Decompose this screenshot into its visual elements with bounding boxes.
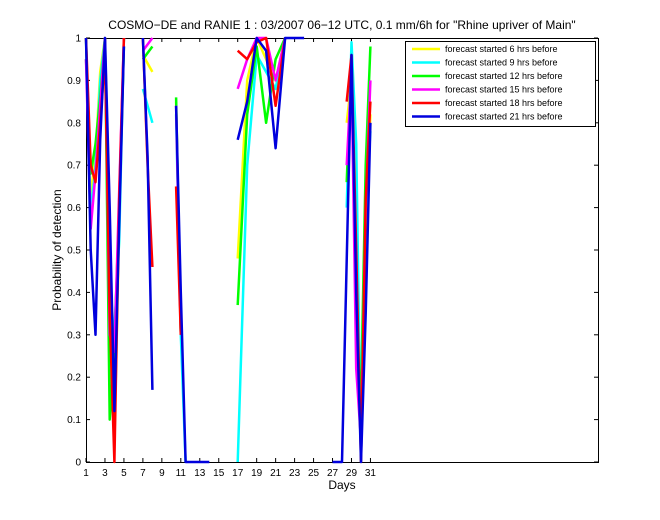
x-tick-label: 5 — [121, 468, 127, 479]
legend-label-5: forecast started 18 hrs before — [445, 98, 563, 108]
series-line-6 — [84, 36, 372, 464]
x-tick-label: 29 — [346, 468, 358, 479]
x-tick-label: 7 — [140, 468, 146, 479]
x-tick-label: 19 — [251, 468, 263, 479]
x-tick-label: 27 — [327, 468, 339, 479]
y-tick-label: 0.1 — [67, 415, 81, 426]
x-tick-label: 17 — [232, 468, 244, 479]
x-tick-label: 31 — [365, 468, 377, 479]
y-tick-label: 0.6 — [67, 203, 81, 214]
x-tick-label: 21 — [270, 468, 282, 479]
y-tick-label: 0.4 — [67, 288, 81, 299]
legend-label-4: forecast started 15 hrs before — [445, 85, 563, 95]
series-layer — [84, 36, 372, 464]
y-tick-label: 1 — [75, 34, 81, 45]
x-tick-label: 1 — [83, 468, 89, 479]
x-tick-label: 13 — [194, 468, 206, 479]
chart-title: COSMO−DE and RANIE 1 : 03/2007 06−12 UTC… — [108, 18, 575, 32]
legend-items: forecast started 6 hrs before forecast st… — [412, 44, 563, 122]
x-tick-label: 3 — [102, 468, 108, 479]
legend-box — [405, 41, 596, 127]
x-tick-label: 9 — [159, 468, 165, 479]
x-axis-label: Days — [328, 478, 355, 492]
y-axis-label: Probability of detection — [50, 189, 64, 310]
x-tick-label: 11 — [176, 468, 187, 479]
legend-label-3: forecast started 12 hrs before — [445, 71, 563, 81]
legend-label-2: forecast started 9 hrs before — [445, 58, 558, 68]
y-tick-label: 0.2 — [67, 373, 81, 384]
x-tick-label: 25 — [308, 468, 320, 479]
y-tick-label: 0.3 — [67, 330, 81, 341]
legend: forecast started 6 hrs before forecast st… — [405, 41, 596, 127]
y-tick-label: 0.5 — [67, 246, 81, 257]
y-tick-label: 0.7 — [67, 161, 81, 172]
y-tick-label: 0 — [75, 458, 81, 469]
y-axis: 0 0.1 0.2 0.3 0.4 0.5 0.6 0.7 0.8 0.9 1 — [67, 34, 598, 469]
x-tick-label: 23 — [289, 468, 301, 479]
legend-label-1: forecast started 6 hrs before — [445, 44, 558, 54]
y-tick-label: 0.9 — [67, 76, 81, 87]
y-tick-label: 0.8 — [67, 118, 81, 129]
x-tick-label: 15 — [213, 468, 225, 479]
legend-label-6: forecast started 21 hrs before — [445, 112, 563, 122]
